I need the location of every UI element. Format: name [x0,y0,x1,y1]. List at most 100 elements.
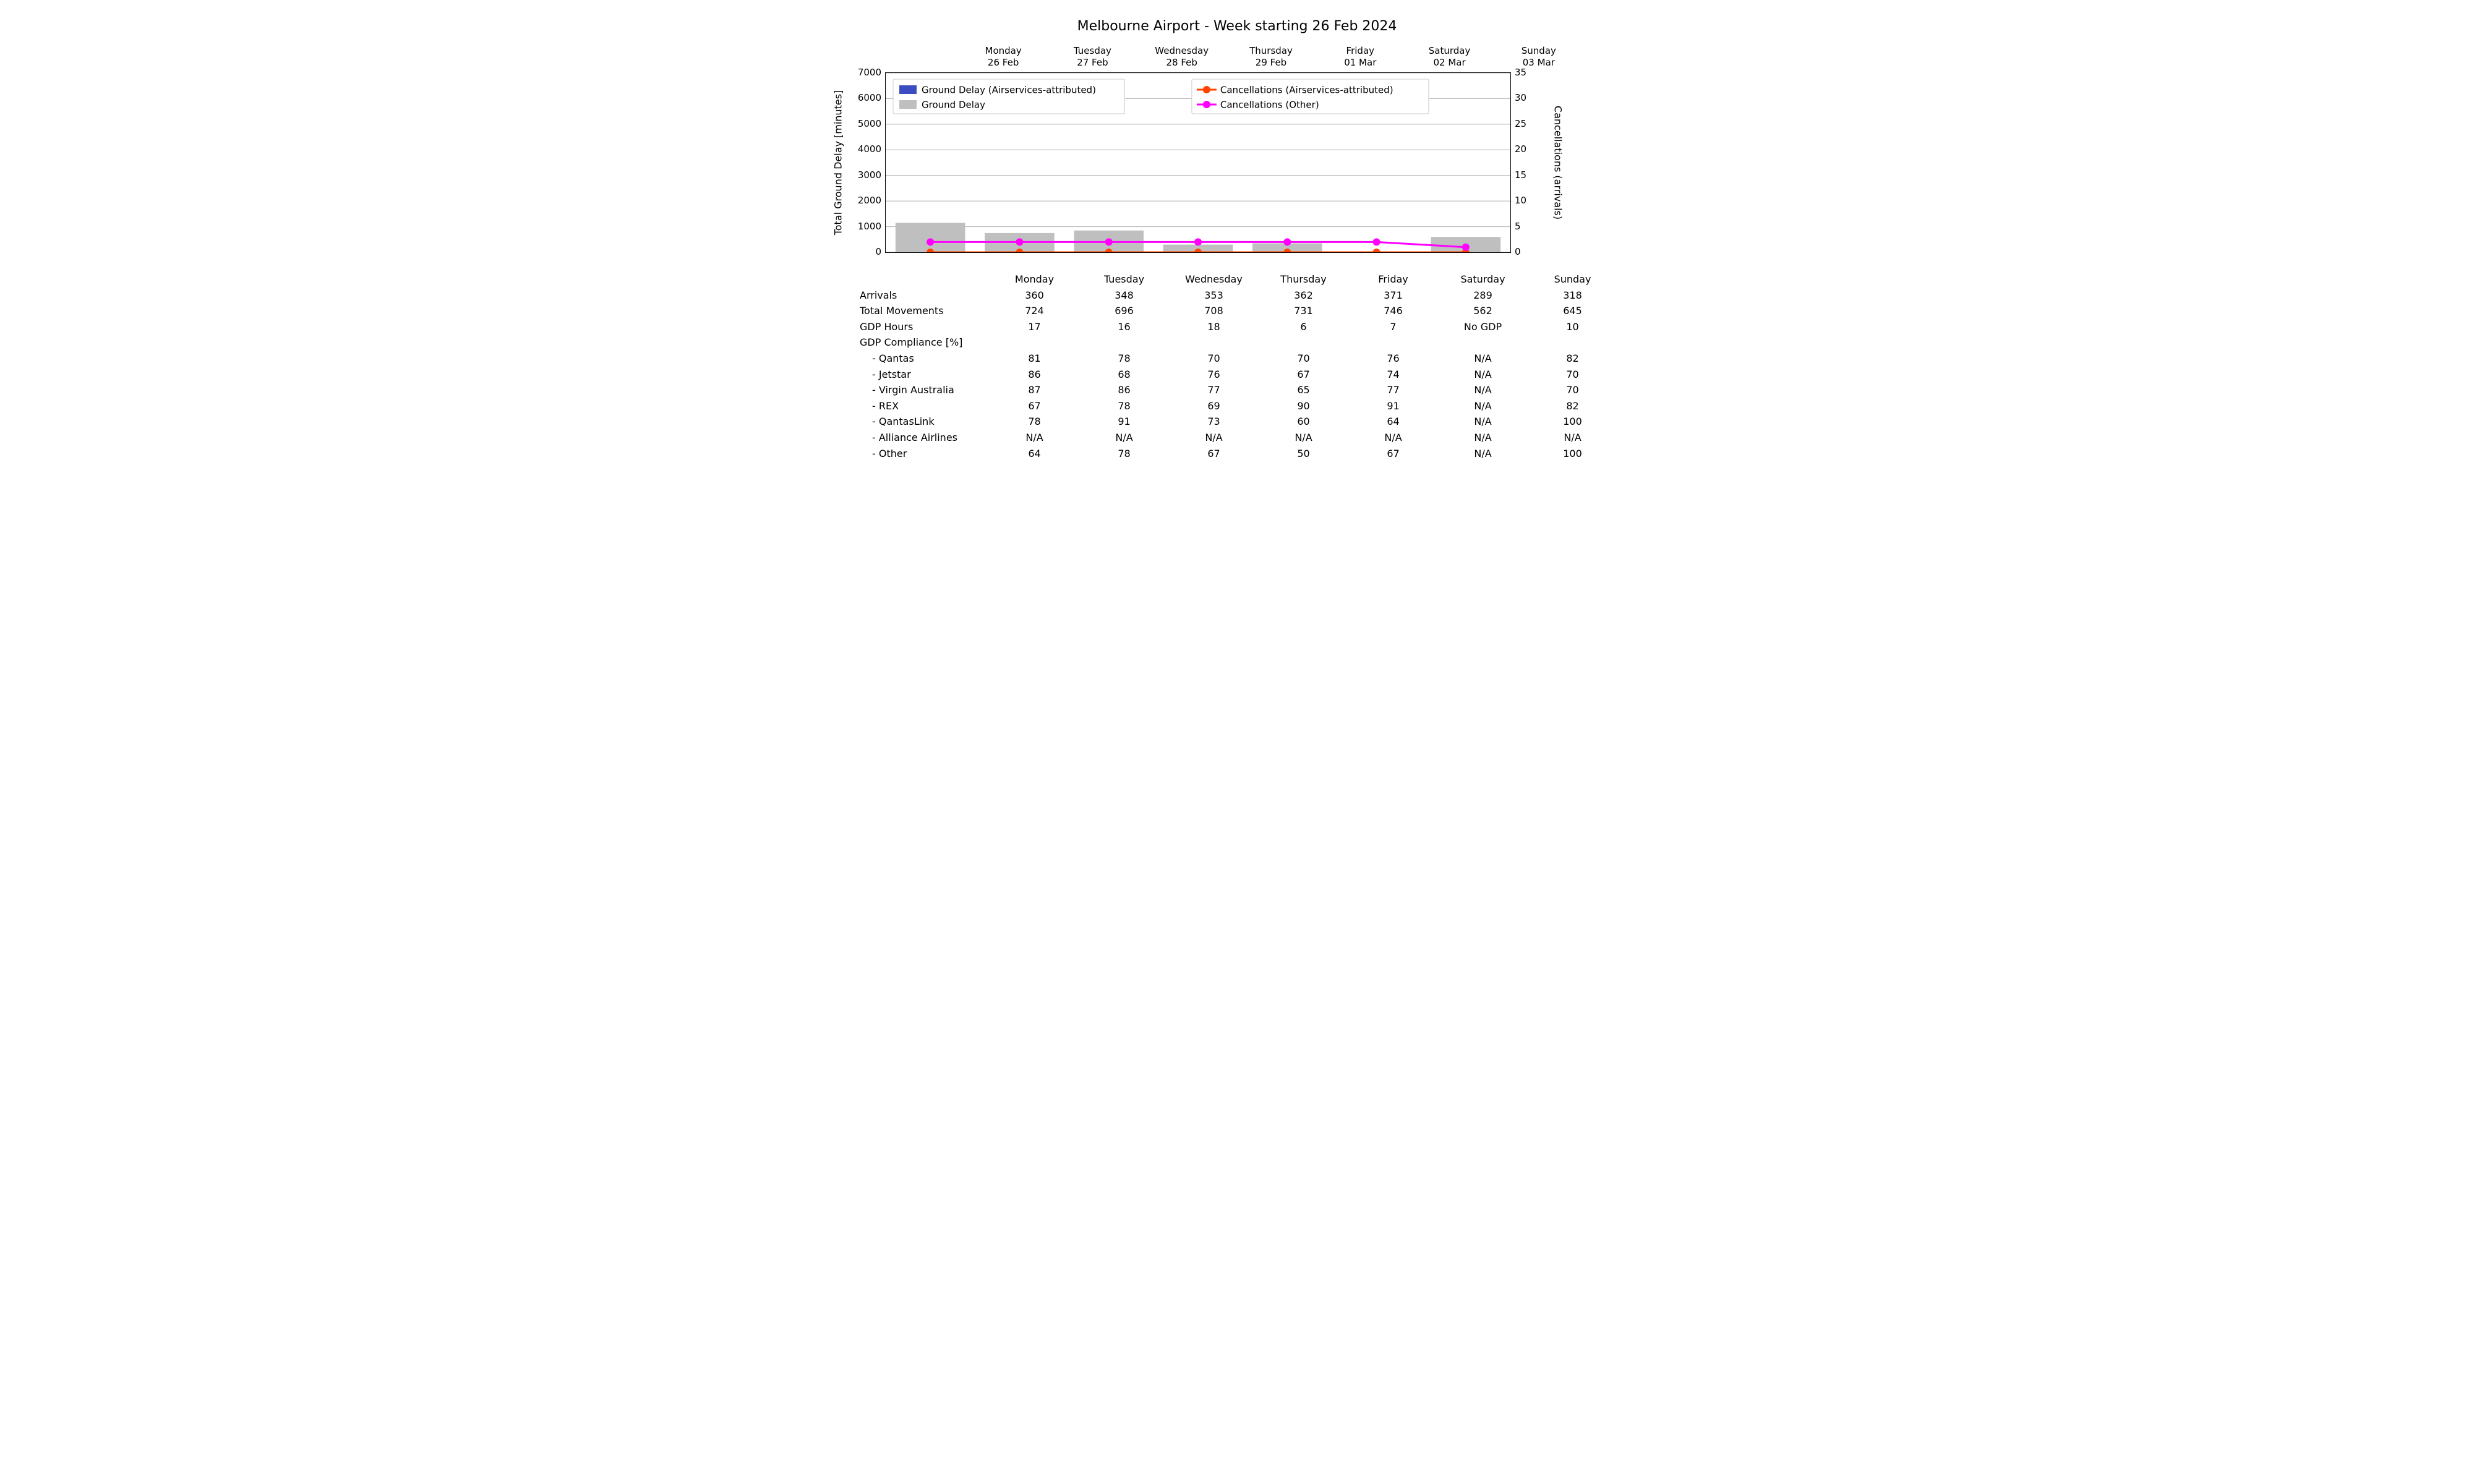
y-tick: 2000 [844,195,881,206]
table-row-label: GDP Hours [829,319,990,335]
y-axis-left-ticks: 01000200030004000500060007000 [847,72,885,252]
table-cell: 91 [1348,398,1438,414]
top-date-day: Wednesday [1145,45,1219,57]
line-marker [927,249,933,253]
table-cell: N/A [1438,430,1528,446]
table-cell: 7 [1348,319,1438,335]
chart-row: Total Ground Delay [minutes] 01000200030… [829,72,1645,253]
top-date-label: Wednesday28 Feb [1145,45,1219,69]
line-marker [1374,239,1380,245]
table-cell: N/A [1438,414,1528,430]
table-cell: 86 [1079,382,1169,398]
table-cell: 353 [1169,288,1259,304]
chart-svg: Ground Delay (Airservices-attributed)Gro… [885,72,1511,253]
table-row-label: - QantasLink [829,414,990,430]
top-date-day: Tuesday [1055,45,1129,57]
table-row-label: - Alliance Airlines [829,430,990,446]
y-tick: 5 [1515,221,1552,232]
table-row: - REX6778699091N/A82 [829,398,1645,414]
line-marker [1463,244,1469,250]
page-title: Melbourne Airport - Week starting 26 Feb… [829,19,1645,34]
table-cell: 82 [1528,398,1617,414]
table-row: - Jetstar8668766774N/A70 [829,367,1645,383]
table-cell: 348 [1079,288,1169,304]
table-cell: 67 [990,398,1079,414]
table-cell: N/A [1528,430,1617,446]
table-cell: 318 [1528,288,1617,304]
table-cell: 50 [1259,446,1348,462]
table-cell: 64 [1348,414,1438,430]
table-row-label: - Qantas [829,351,990,367]
table-cell: 562 [1438,303,1528,319]
table-header-cell: Friday [1348,271,1438,288]
y-tick: 30 [1515,92,1552,103]
top-date-date: 01 Mar [1323,57,1397,69]
table-header-cell: Sunday [1528,271,1617,288]
table-cell: 76 [1348,351,1438,367]
table-cell: N/A [1438,398,1528,414]
table-row: Arrivals360348353362371289318 [829,288,1645,304]
table-cell: 60 [1259,414,1348,430]
table-cell: 70 [1169,351,1259,367]
table-cell: N/A [1438,446,1528,462]
table-cell: N/A [1438,367,1528,383]
table-cell: 64 [990,446,1079,462]
table-cell: 724 [990,303,1079,319]
table-row: GDP Compliance [%] [829,335,1645,351]
bar [896,223,965,252]
table-cell: 82 [1528,351,1617,367]
y-tick: 4000 [844,143,881,155]
table-row: Total Movements724696708731746562645 [829,303,1645,319]
table-row: - Other6478675067N/A100 [829,446,1645,462]
table-row-label: Arrivals [829,288,990,304]
table-cell: 76 [1169,367,1259,383]
table-cell: 100 [1528,446,1617,462]
table-cell: N/A [1438,382,1528,398]
table-header-cell: Thursday [1259,271,1348,288]
table-cell: 78 [1079,446,1169,462]
table-cell: N/A [1259,430,1348,446]
top-date-date: 26 Feb [966,57,1040,69]
table-row: - QantasLink7891736064N/A100 [829,414,1645,430]
table-cell: 645 [1528,303,1617,319]
table-cell: 10 [1528,319,1617,335]
table-cell: 70 [1528,382,1617,398]
y-tick: 20 [1515,143,1552,155]
y-tick: 15 [1515,169,1552,181]
table-row-label: - Virgin Australia [829,382,990,398]
table-cell: 73 [1169,414,1259,430]
table-cell: N/A [1079,430,1169,446]
line-marker [927,239,933,245]
table-cell: 78 [1079,351,1169,367]
table-cell: 69 [1169,398,1259,414]
top-date-label: Monday26 Feb [966,45,1040,69]
table-cell: 360 [990,288,1079,304]
table-header-cell: Wednesday [1169,271,1259,288]
top-date-label: Friday01 Mar [1323,45,1397,69]
top-date-day: Sunday [1502,45,1576,57]
table-cell: 78 [990,414,1079,430]
top-date-label: Thursday29 Feb [1234,45,1308,69]
table-cell: 90 [1259,398,1348,414]
line-marker [1106,249,1112,253]
svg-text:Ground Delay: Ground Delay [922,100,985,111]
table-cell: 91 [1079,414,1169,430]
table-row: GDP Hours17161867No GDP10 [829,319,1645,335]
top-date-day: Monday [966,45,1040,57]
table-cell: 371 [1348,288,1438,304]
table-header-row: MondayTuesdayWednesdayThursdayFridaySatu… [829,271,1645,288]
table-cell: 746 [1348,303,1438,319]
table-row-label: GDP Compliance [%] [829,335,990,351]
table-cell: 65 [1259,382,1348,398]
table-cell: N/A [1169,430,1259,446]
top-date-label: Tuesday27 Feb [1055,45,1129,69]
table-cell: 74 [1348,367,1438,383]
plot-area: Ground Delay (Airservices-attributed)Gro… [885,72,1511,253]
table-header-cell: Saturday [1438,271,1528,288]
line-marker [1195,239,1201,245]
y-tick: 25 [1515,118,1552,129]
table-cell: 67 [1348,446,1438,462]
table-cell: 70 [1259,351,1348,367]
table-cell: 17 [990,319,1079,335]
y-tick: 10 [1515,195,1552,206]
